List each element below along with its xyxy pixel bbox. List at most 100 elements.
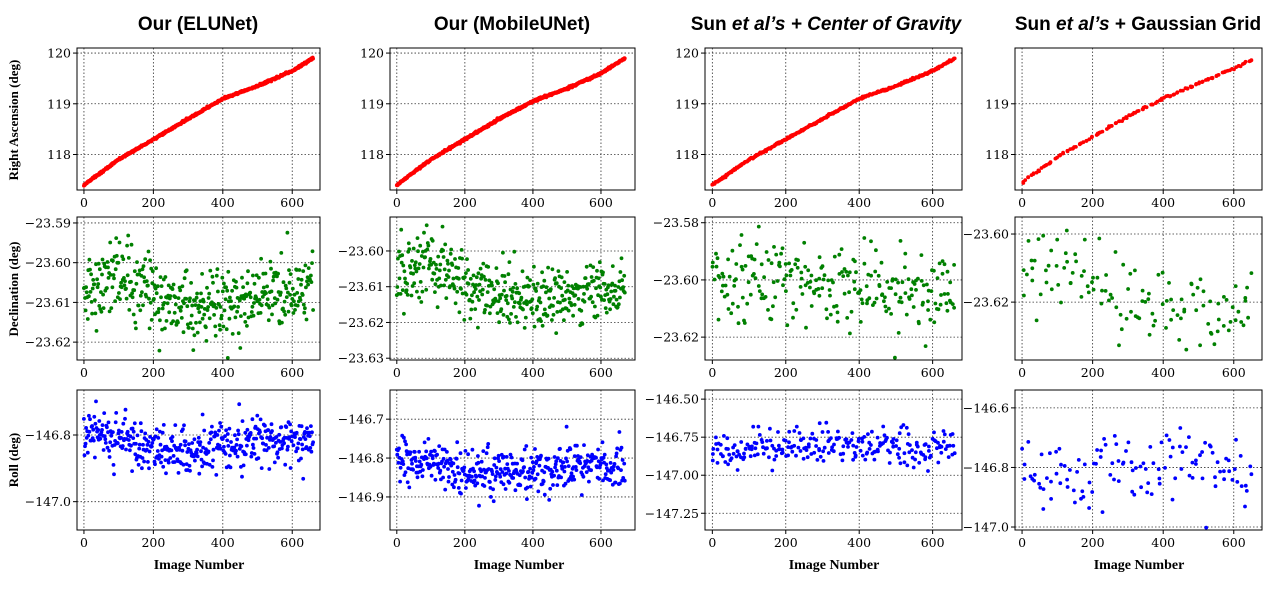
- data-point: [251, 446, 256, 450]
- data-point: [465, 257, 469, 261]
- x-tick-label: 400: [847, 365, 871, 380]
- data-point: [1221, 324, 1226, 328]
- data-point: [863, 457, 868, 462]
- data-point: [419, 300, 424, 304]
- plot-frame: [389, 389, 636, 531]
- data-point: [460, 256, 464, 261]
- plot-frame: [704, 216, 963, 361]
- data-point: [192, 437, 197, 442]
- y-tick-label: −146.50: [645, 392, 699, 407]
- data-point: [1054, 449, 1058, 454]
- data-point: [282, 441, 286, 446]
- data-point: [490, 472, 495, 476]
- panel-3-1: 0 200 400 600−23.60−23.62: [963, 216, 1263, 380]
- data-point: [285, 230, 290, 235]
- data-point: [523, 315, 528, 320]
- data-point: [593, 304, 597, 309]
- data-point: [1118, 312, 1123, 317]
- data-point: [421, 265, 426, 270]
- data-point: [283, 462, 288, 467]
- data-point: [602, 452, 607, 457]
- data-point: [913, 450, 918, 455]
- data-point: [751, 424, 756, 429]
- data-point: [402, 269, 407, 274]
- data-point: [952, 56, 957, 61]
- data-point: [612, 462, 617, 466]
- data-point: [905, 463, 910, 468]
- data-point: [195, 447, 200, 452]
- data-point: [154, 427, 159, 432]
- data-point: [451, 461, 456, 466]
- data-point: [564, 456, 568, 461]
- data-point: [289, 303, 294, 308]
- data-point: [722, 294, 727, 299]
- data-point: [1179, 467, 1184, 471]
- data-point: [88, 290, 93, 294]
- data-point: [124, 447, 128, 452]
- data-point: [1037, 481, 1041, 486]
- data-point: [597, 260, 602, 265]
- data-point: [248, 295, 253, 300]
- data-point: [162, 301, 167, 305]
- data-point: [504, 455, 509, 459]
- data-point: [1058, 153, 1062, 158]
- data-point: [456, 266, 461, 270]
- data-point: [1181, 88, 1185, 93]
- data-point: [1150, 311, 1155, 316]
- data-point: [1076, 458, 1081, 462]
- data-point: [1230, 305, 1235, 310]
- data-point: [213, 333, 218, 338]
- data-point: [502, 274, 507, 278]
- data-point: [755, 452, 760, 457]
- data-point: [246, 269, 250, 274]
- data-point: [595, 268, 599, 273]
- data-point: [608, 307, 612, 312]
- data-point: [476, 325, 480, 330]
- data-point: [528, 466, 532, 471]
- data-point: [491, 499, 496, 504]
- data-point: [888, 450, 892, 455]
- data-point: [525, 485, 530, 490]
- data-point: [571, 474, 575, 479]
- data-point: [726, 307, 731, 311]
- data-point: [170, 435, 175, 439]
- data-point: [763, 295, 768, 299]
- data-point: [243, 430, 248, 435]
- data-point: [452, 473, 457, 477]
- data-point: [582, 292, 586, 296]
- x-tick-label: 400: [1151, 195, 1175, 210]
- data-point: [119, 436, 123, 440]
- data-point: [108, 240, 113, 245]
- data-point: [887, 461, 892, 465]
- data-point: [289, 429, 294, 434]
- data-point: [837, 435, 841, 440]
- data-point: [567, 296, 572, 301]
- data-point: [183, 439, 188, 444]
- data-point: [893, 277, 898, 282]
- data-point: [476, 454, 480, 458]
- data-point: [916, 276, 920, 281]
- data-point: [480, 287, 485, 292]
- data-point: [198, 440, 203, 444]
- data-point: [439, 283, 443, 288]
- data-point: [841, 274, 846, 278]
- data-point: [535, 281, 540, 286]
- plot-frame: [1014, 216, 1263, 361]
- data-point: [817, 276, 822, 281]
- data-point: [229, 299, 233, 303]
- data-point: [910, 448, 914, 452]
- data-point: [497, 459, 501, 463]
- data-point: [473, 307, 478, 311]
- data-point: [300, 293, 305, 297]
- x-tick-label: 600: [589, 195, 613, 210]
- data-point: [445, 458, 450, 463]
- data-point: [273, 301, 278, 306]
- data-point: [1090, 134, 1094, 139]
- data-point: [1169, 297, 1173, 302]
- data-point: [618, 295, 622, 300]
- data-point: [872, 457, 877, 462]
- data-point: [442, 447, 447, 452]
- data-point: [828, 312, 833, 317]
- data-point: [1244, 489, 1249, 493]
- data-point: [185, 304, 190, 309]
